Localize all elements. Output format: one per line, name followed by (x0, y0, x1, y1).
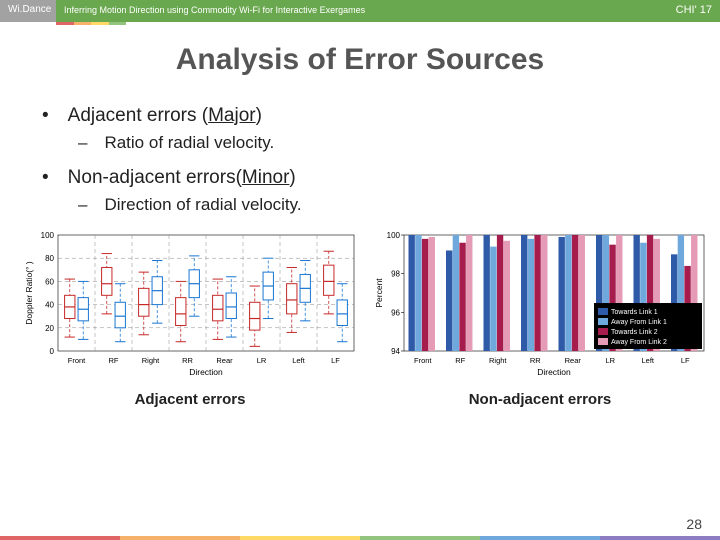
text-underline: Major (208, 105, 256, 126)
svg-text:40: 40 (45, 301, 54, 310)
footer-bar (0, 536, 720, 540)
svg-text:Left: Left (641, 356, 654, 365)
svg-text:94: 94 (391, 347, 400, 356)
header-venue: CHI' 17 (664, 0, 720, 22)
svg-text:LR: LR (605, 356, 615, 365)
svg-text:RR: RR (530, 356, 541, 365)
svg-text:Direction: Direction (537, 367, 571, 377)
svg-text:Percent: Percent (374, 278, 384, 308)
svg-text:80: 80 (45, 254, 54, 263)
bullet-adjacent-sub: – Ratio of radial velocity. (78, 133, 678, 153)
svg-text:LR: LR (257, 356, 267, 365)
footer-seg (360, 536, 480, 540)
svg-text:100: 100 (41, 231, 55, 240)
svg-text:RR: RR (182, 356, 193, 365)
bullet-nonadjacent: • Non-adjacent errors(Minor) (42, 167, 678, 189)
svg-text:Left: Left (292, 356, 305, 365)
chart1-caption: Adjacent errors (20, 391, 360, 408)
svg-text:Right: Right (489, 356, 507, 365)
svg-text:96: 96 (391, 308, 400, 317)
footer-seg (0, 536, 120, 540)
text: ) (289, 167, 295, 188)
svg-text:Towards Link 1: Towards Link 1 (611, 309, 658, 316)
slide-title: Analysis of Error Sources (0, 43, 720, 77)
svg-text:Away From Link 2: Away From Link 2 (611, 339, 667, 346)
footer-seg (600, 536, 720, 540)
svg-text:RF: RF (109, 356, 119, 365)
header-brand: Wi.Dance (0, 0, 56, 22)
barchart-svg: 94 96 98 100 Front RF Right RR Rear LR Left LF Towar… (370, 229, 710, 379)
text: • Adjacent errors ( (42, 105, 208, 126)
text: • Non-adjacent errors( (42, 167, 242, 188)
accent-bar (56, 22, 126, 25)
footer-seg (120, 536, 240, 540)
chart2-caption: Non-adjacent errors (370, 391, 710, 408)
svg-text:Front: Front (414, 356, 432, 365)
slide-number: 28 (686, 516, 702, 532)
accent-seg (56, 22, 74, 25)
svg-text:20: 20 (45, 324, 54, 333)
accent-seg (109, 22, 127, 25)
svg-text:Towards Link 2: Towards Link 2 (611, 329, 658, 336)
accent-seg (91, 22, 109, 25)
header-title: Inferring Motion Direction using Commodi… (56, 0, 664, 22)
svg-text:LF: LF (681, 356, 690, 365)
charts-row: 0 20 40 60 80 100 Front RF Right RR Rear LR Left LF Do… (0, 229, 720, 408)
svg-text:LF: LF (331, 356, 340, 365)
svg-text:Front: Front (68, 356, 86, 365)
svg-text:Rear: Rear (216, 356, 233, 365)
svg-text:Away From Link 1: Away From Link 1 (611, 319, 667, 326)
svg-text:Doppler Ratio(° ): Doppler Ratio(° ) (24, 261, 34, 325)
svg-text:60: 60 (45, 277, 54, 286)
svg-text:0: 0 (50, 347, 55, 356)
svg-text:Rear: Rear (565, 356, 582, 365)
text: ) (256, 105, 262, 126)
accent-seg (74, 22, 92, 25)
boxplot-chart: 0 20 40 60 80 100 Front RF Right RR Rear LR Left LF Do… (20, 229, 360, 408)
footer-seg (240, 536, 360, 540)
svg-text:Right: Right (142, 356, 160, 365)
footer-seg (480, 536, 600, 540)
svg-text:98: 98 (391, 270, 400, 279)
bullet-adjacent: • Adjacent errors (Major) (42, 105, 678, 127)
svg-text:RF: RF (455, 356, 465, 365)
header: Wi.Dance Inferring Motion Direction usin… (0, 0, 720, 22)
bullet-nonadjacent-sub: – Direction of radial velocity. (78, 195, 678, 215)
text-underline: Minor (242, 167, 290, 188)
barchart: 94 96 98 100 Front RF Right RR Rear LR Left LF Towar… (370, 229, 710, 408)
content: • Adjacent errors (Major) – Ratio of rad… (0, 105, 720, 215)
boxplot-svg: 0 20 40 60 80 100 Front RF Right RR Rear LR Left LF Do… (20, 229, 360, 379)
svg-text:Direction: Direction (189, 367, 223, 377)
svg-text:100: 100 (387, 231, 401, 240)
